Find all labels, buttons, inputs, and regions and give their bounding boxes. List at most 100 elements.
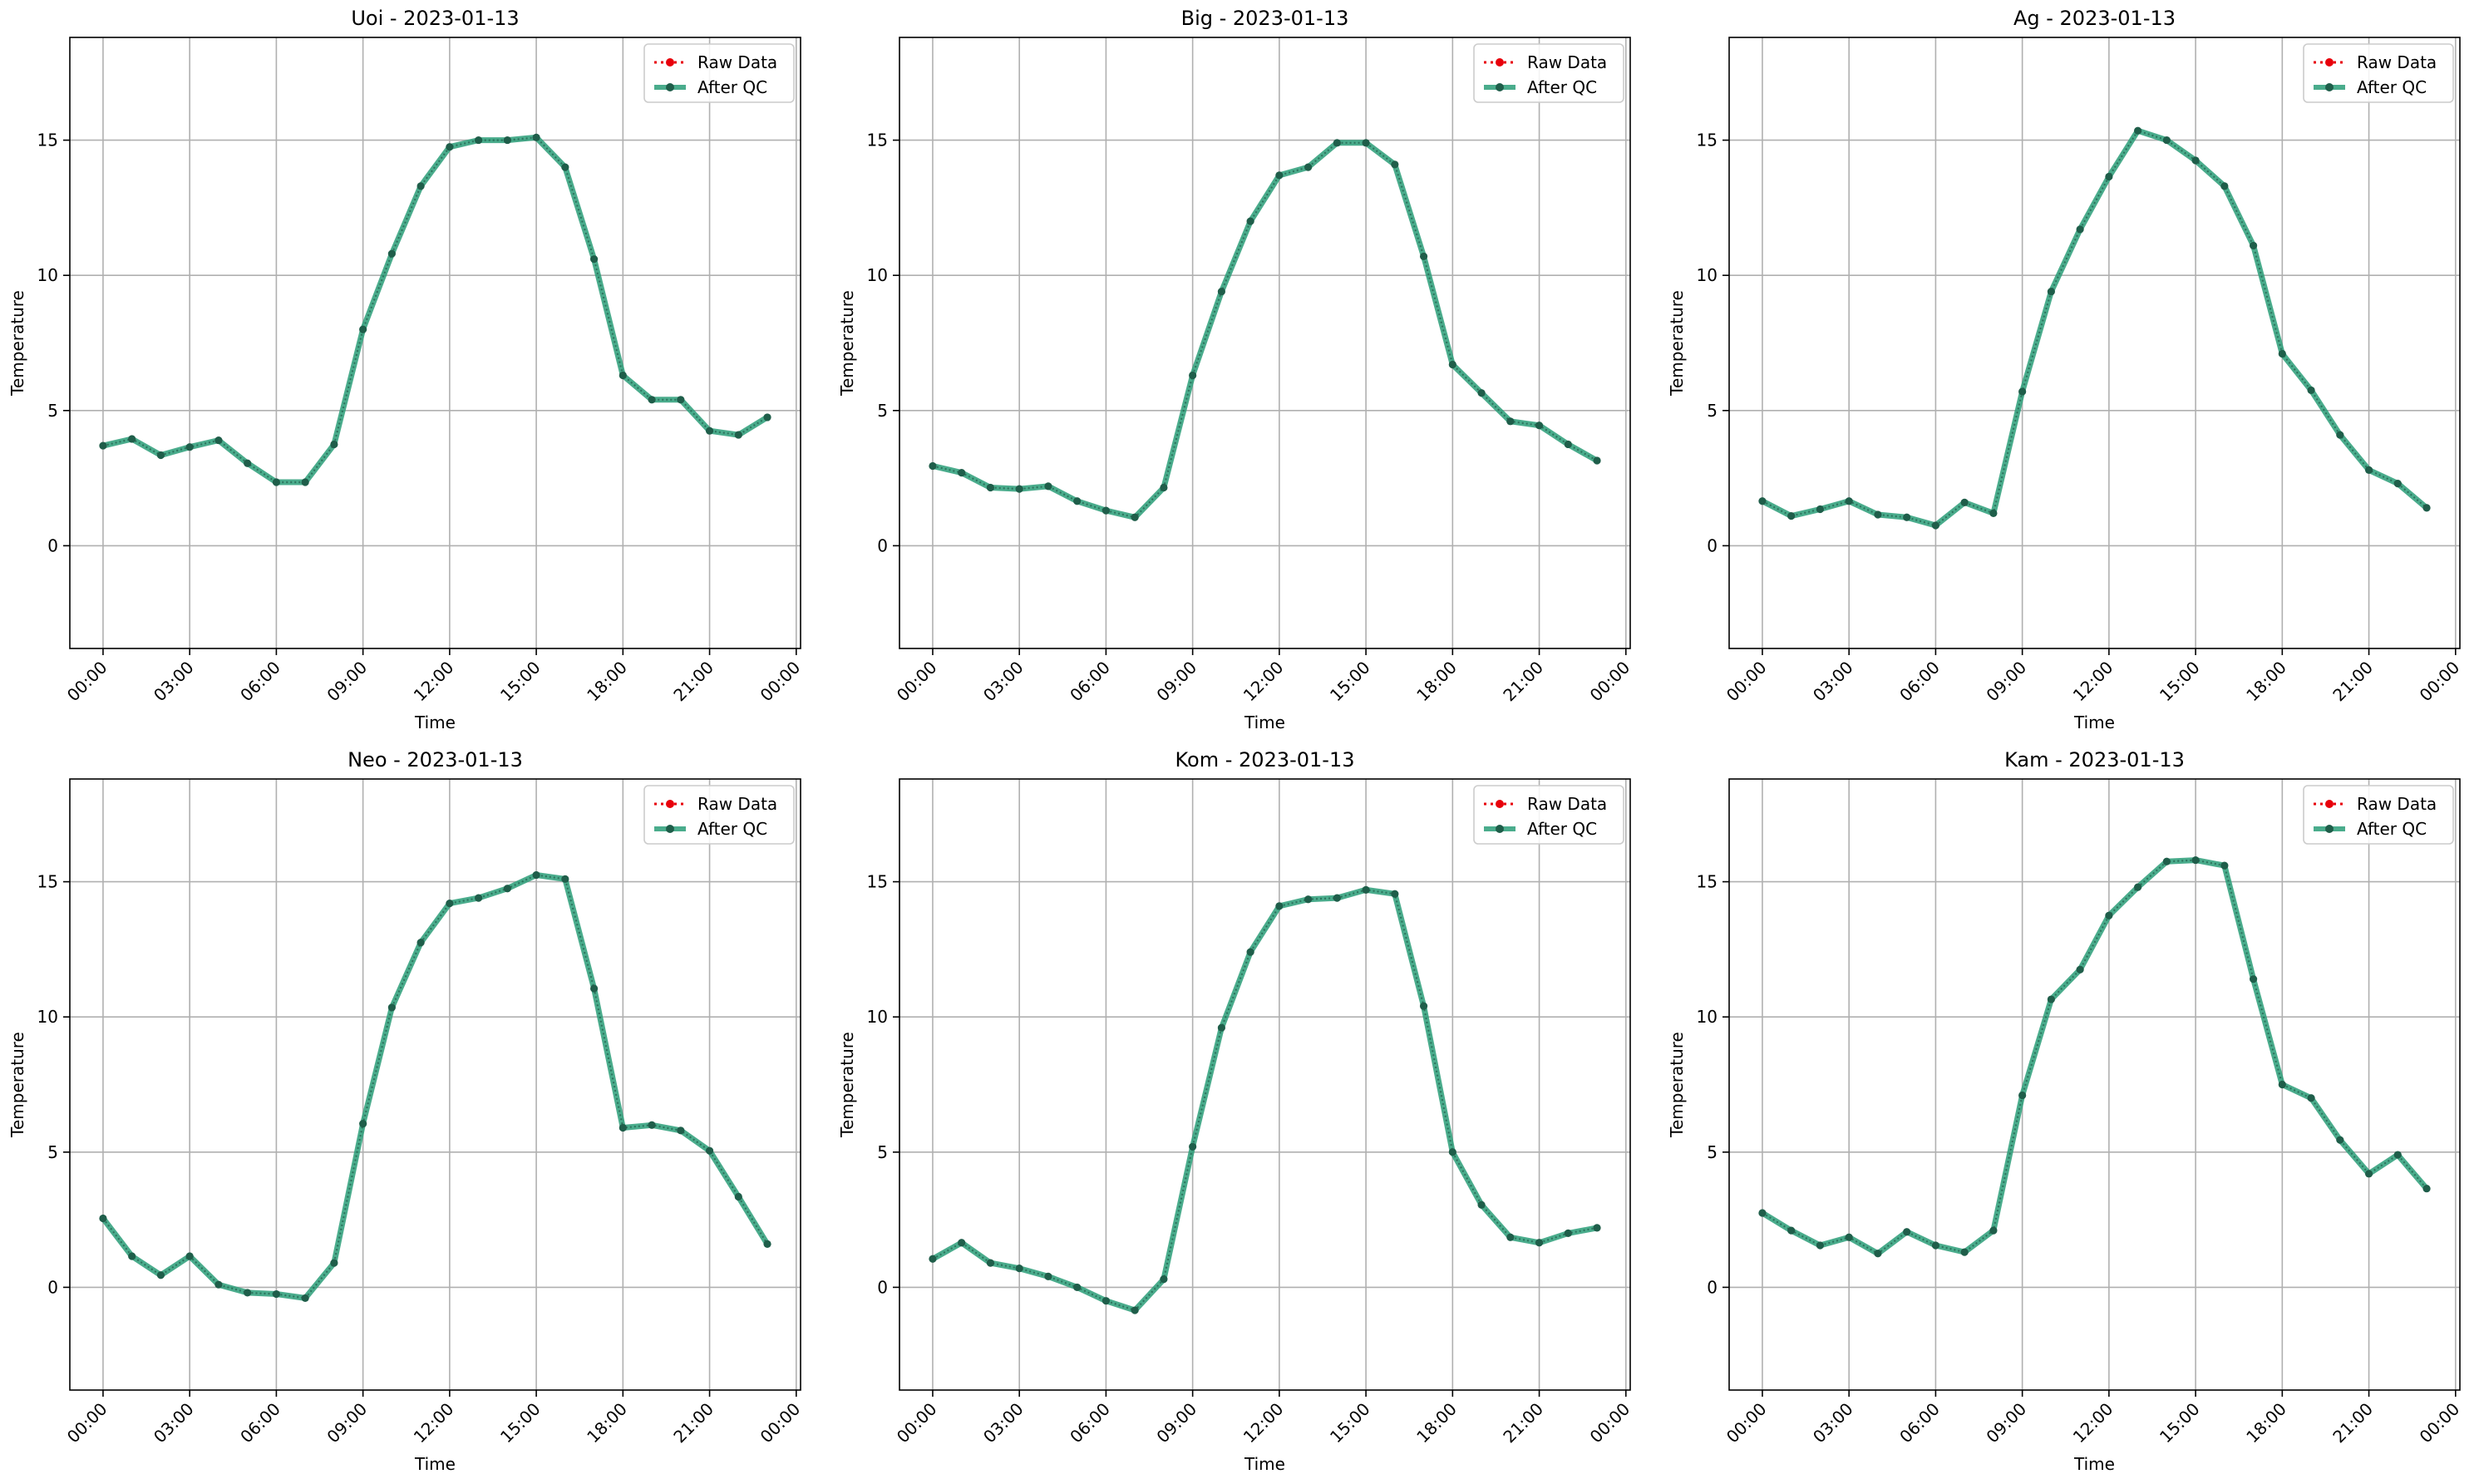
- x-tick-label: 00:00: [893, 658, 941, 706]
- data-point: [2307, 386, 2315, 395]
- x-axis-label: Time: [1244, 1454, 1285, 1474]
- x-tick-label: 18:00: [2242, 658, 2290, 706]
- data-point: [1845, 1233, 1853, 1241]
- y-tick-label: 0: [1707, 535, 1718, 555]
- data-point: [532, 870, 540, 880]
- data-point: [1874, 510, 1882, 519]
- data-point: [1102, 506, 1111, 515]
- data-point: [301, 478, 309, 486]
- data-point: [446, 900, 454, 908]
- x-tick-label: 00:00: [757, 658, 805, 706]
- x-tick-label: 18:00: [2242, 1399, 2290, 1447]
- y-tick-label: 5: [1707, 401, 1718, 421]
- y-tick-label: 10: [867, 265, 888, 285]
- data-point: [214, 436, 223, 445]
- data-point: [1217, 1023, 1225, 1032]
- data-point: [2162, 857, 2171, 865]
- legend: Raw Data After QC: [643, 785, 795, 845]
- data-point: [156, 1271, 165, 1279]
- data-point: [2364, 466, 2373, 474]
- y-axis-label: Temperature: [7, 1032, 27, 1138]
- plot-frame: [899, 778, 1631, 1391]
- x-tick-label: 03:00: [979, 1399, 1028, 1447]
- data-point: [2018, 387, 2027, 396]
- y-tick-label: 15: [37, 872, 58, 892]
- data-point: [1535, 422, 1544, 430]
- x-tick-label: 21:00: [2329, 658, 2377, 706]
- x-tick-label: 18:00: [583, 658, 631, 706]
- data-point: [2422, 1185, 2431, 1193]
- x-tick-label: 15:00: [1326, 1399, 1374, 1447]
- data-point: [1758, 1209, 1767, 1217]
- x-tick-label: 09:00: [1152, 1399, 1200, 1447]
- data-point: [2278, 349, 2286, 358]
- data-point: [387, 249, 396, 258]
- y-tick-label: 15: [1697, 131, 1718, 150]
- data-point: [99, 441, 107, 450]
- data-point: [475, 894, 483, 902]
- legend-raw-label: Raw Data: [2357, 794, 2437, 814]
- data-point: [1448, 1148, 1456, 1156]
- y-tick-label: 15: [1697, 872, 1718, 892]
- x-tick-label: 18:00: [583, 1399, 631, 1447]
- data-point: [1391, 890, 1399, 898]
- chart-panel-4: 00:00 03:00 06:00 09:00 12:00 15:00 18:00 21:00…: [7, 748, 804, 1474]
- data-point: [446, 143, 454, 151]
- legend-raw-marker: [1496, 800, 1504, 808]
- data-point: [244, 459, 252, 467]
- chart-title: Ag - 2023-01-13: [2013, 7, 2176, 30]
- data-point: [763, 1240, 771, 1248]
- legend-qc-marker: [2325, 825, 2334, 833]
- series-raw-data-line: [1762, 129, 2427, 527]
- plot-frame: [1728, 778, 2461, 1391]
- data-point: [1160, 1275, 1168, 1284]
- data-point: [2134, 126, 2142, 135]
- x-axis-label: Time: [2073, 712, 2115, 732]
- x-tick-label: 09:00: [1152, 658, 1200, 706]
- y-tick-label: 5: [47, 1142, 58, 1162]
- data-point: [1564, 440, 1572, 449]
- data-point: [2047, 995, 2055, 1003]
- x-tick-label: 15:00: [1326, 658, 1374, 706]
- data-point: [244, 1289, 252, 1297]
- series-after-qc-line: [1761, 127, 2429, 529]
- data-point: [359, 325, 367, 333]
- x-tick-label: 12:00: [410, 1399, 458, 1447]
- x-tick-label: 21:00: [669, 658, 717, 706]
- data-point: [1304, 895, 1313, 904]
- data-point: [1787, 512, 1796, 520]
- data-point: [705, 1146, 714, 1155]
- data-point: [2191, 855, 2200, 865]
- data-point: [1189, 371, 1197, 380]
- data-point: [1073, 497, 1082, 505]
- chart-panel-1: 00:00 03:00 06:00 09:00 12:00 15:00 18:00 21:00…: [7, 7, 804, 732]
- legend-qc-label: After QC: [2357, 819, 2427, 839]
- data-point: [734, 431, 742, 439]
- data-point: [2076, 225, 2084, 234]
- x-tick-label: 03:00: [1809, 1399, 1857, 1447]
- plot-frame: [899, 37, 1631, 649]
- x-tick-label: 12:00: [1240, 1399, 1288, 1447]
- data-point: [2047, 288, 2055, 296]
- data-point: [532, 133, 540, 141]
- x-axis-label: Time: [1244, 712, 1285, 732]
- data-point: [1131, 1306, 1139, 1314]
- x-tick-label: 06:00: [1066, 658, 1114, 706]
- data-point: [561, 163, 569, 171]
- chart-panel-3: 00:00 03:00 06:00 09:00 12:00 15:00 18:00 21:00…: [1667, 7, 2463, 732]
- data-point: [1304, 163, 1313, 171]
- y-tick-label: 0: [1707, 1277, 1718, 1297]
- data-point: [128, 435, 136, 443]
- data-point: [1073, 1283, 1082, 1292]
- data-point: [99, 1214, 107, 1223]
- data-point: [1275, 171, 1284, 180]
- y-tick-label: 0: [47, 1277, 58, 1297]
- data-point: [330, 1259, 338, 1267]
- x-tick-label: 03:00: [150, 1399, 198, 1447]
- data-point: [1931, 1241, 1940, 1250]
- x-tick-label: 06:00: [1895, 658, 1944, 706]
- legend-qc-marker: [666, 825, 674, 833]
- series-after-qc-line: [1761, 857, 2429, 1257]
- y-tick-label: 15: [867, 131, 888, 150]
